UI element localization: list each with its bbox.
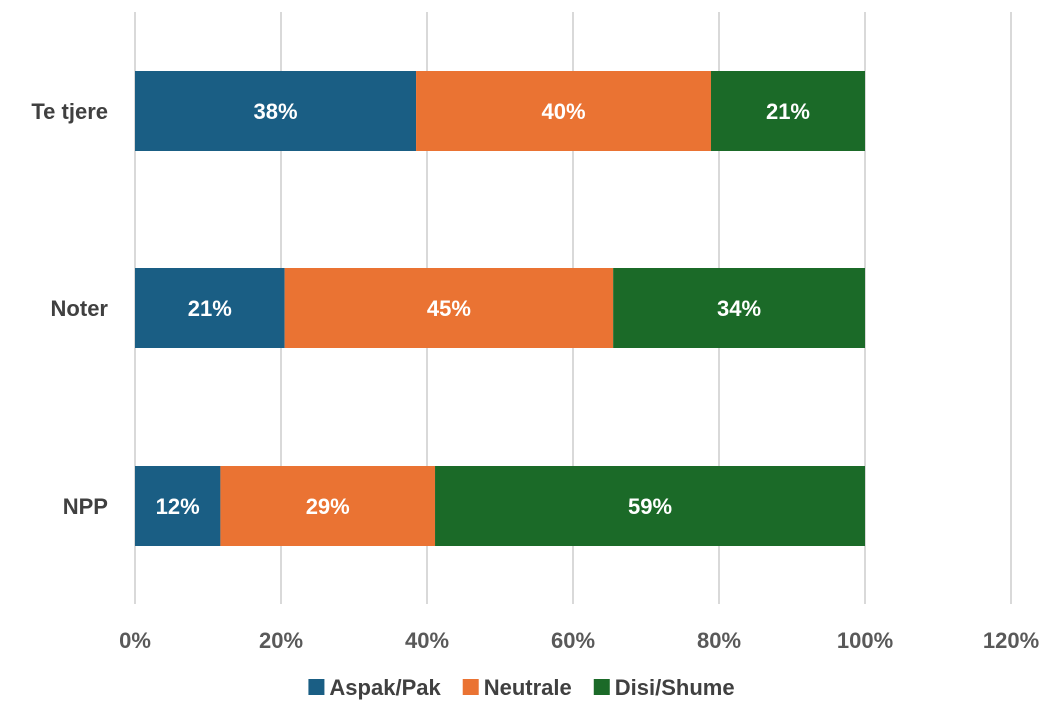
legend-label: Aspak/Pak — [329, 675, 441, 700]
category-label: Te tjere — [31, 99, 108, 124]
bar-data-label: 12% — [156, 494, 200, 519]
bar-segment — [135, 268, 285, 348]
category-label: Noter — [51, 296, 109, 321]
bar-segment — [435, 466, 865, 546]
legend: Aspak/Pak Neutrale Disi/Shume — [308, 675, 735, 700]
category-label: NPP — [63, 494, 108, 519]
x-tick-label: 120% — [983, 628, 1039, 653]
bar-segment — [710, 71, 865, 151]
bar-data-label: 40% — [541, 99, 585, 124]
x-tick-label: 100% — [837, 628, 893, 653]
bar-segment — [613, 268, 865, 348]
legend-swatch — [593, 679, 610, 695]
bar-data-label: 34% — [717, 296, 761, 321]
x-tick-label: 60% — [551, 628, 595, 653]
bar-data-label: 38% — [254, 99, 298, 124]
x-tick-label: 40% — [405, 628, 449, 653]
bar-segment — [135, 466, 221, 546]
value-axis: 0% 20% 40% 60% 80% 100% 120% — [119, 628, 1039, 653]
bar-segment — [284, 268, 614, 348]
x-tick-label: 0% — [119, 628, 151, 653]
x-tick-label: 20% — [259, 628, 303, 653]
x-tick-label: 80% — [697, 628, 741, 653]
bar-data-labels: 38% 40% 21% 21% 45% 34% 12% 29% 59% — [156, 99, 810, 519]
bar-segment — [220, 466, 436, 546]
bar-data-label: 59% — [628, 494, 672, 519]
bars — [135, 71, 865, 546]
bar-data-label: 21% — [188, 296, 232, 321]
legend-swatch — [308, 679, 325, 695]
bar-segment — [416, 71, 711, 151]
category-axis: Te tjere Noter NPP — [31, 99, 108, 519]
bar-data-label: 29% — [306, 494, 350, 519]
legend-swatch — [462, 679, 479, 695]
legend-label: Disi/Shume — [615, 675, 735, 700]
legend-label: Neutrale — [484, 675, 572, 700]
bar-data-label: 45% — [427, 296, 471, 321]
bar-data-label: 21% — [766, 99, 810, 124]
bar-segment — [135, 71, 417, 151]
